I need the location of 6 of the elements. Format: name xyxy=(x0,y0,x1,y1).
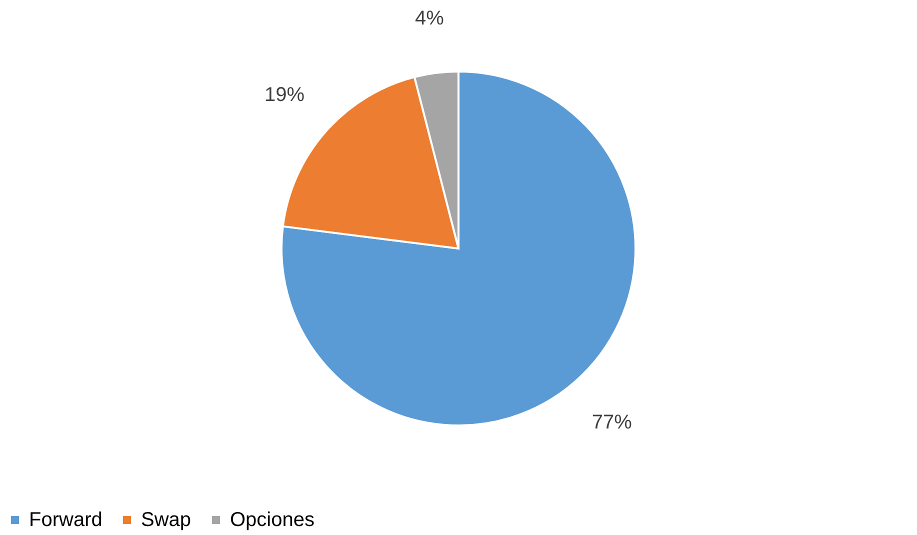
data-label: 4% xyxy=(414,7,444,30)
legend-label: Forward xyxy=(29,509,102,531)
legend-label: Swap xyxy=(141,509,192,531)
data-label: 19% xyxy=(264,84,305,106)
data-label: 77% xyxy=(592,412,632,434)
legend-label: Opciones xyxy=(230,509,314,531)
